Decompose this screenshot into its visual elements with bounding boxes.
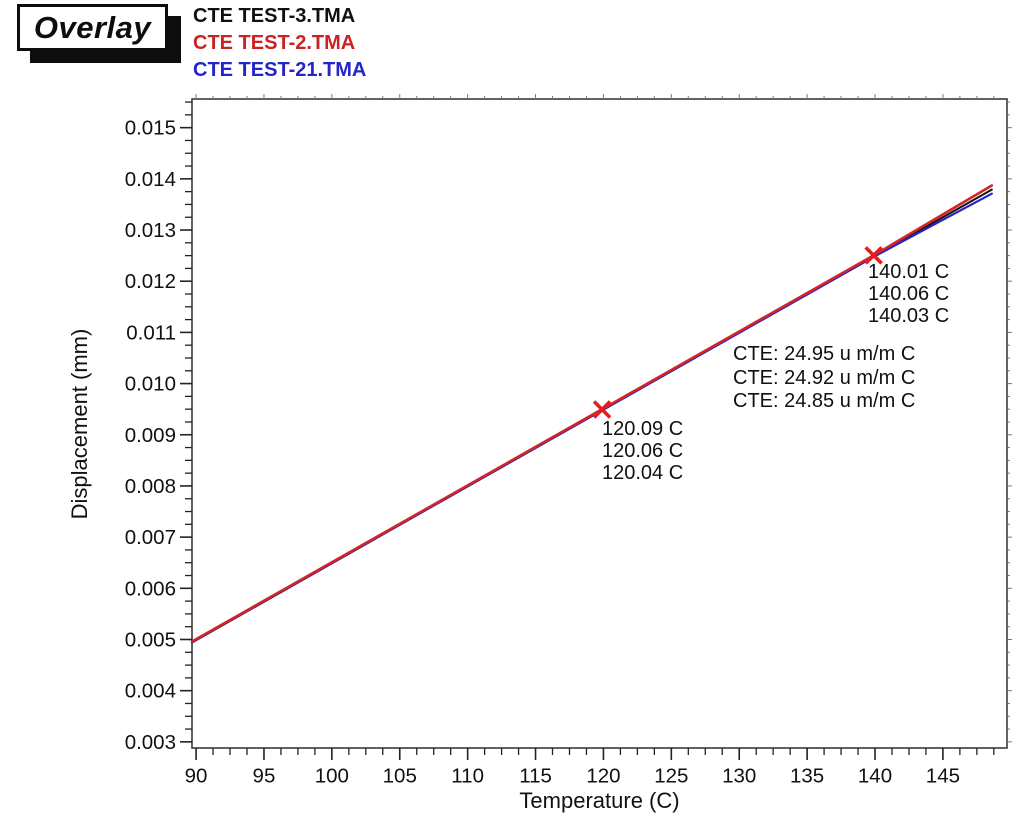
x-tick-label: 90 <box>185 764 208 787</box>
x-tick-label: 125 <box>654 764 688 787</box>
annotation-line: CTE: 24.92 u m/m C <box>733 366 916 389</box>
x-tick-label: 145 <box>926 764 960 787</box>
overlay-title-badge: Overlay <box>17 4 168 51</box>
y-tick-label: 0.010 <box>125 373 176 396</box>
x-tick-label: 140 <box>858 764 892 787</box>
annotation-cte-values: CTE: 24.95 u m/m C CTE: 24.92 u m/m C CT… <box>733 343 915 414</box>
file-legend: CTE TEST-3.TMA CTE TEST-2.TMA CTE TEST-2… <box>193 3 366 84</box>
annotation-line: 120.04 C <box>602 462 684 484</box>
annotation-line: 120.09 C <box>602 418 684 440</box>
annotation-line: 140.01 C <box>868 261 950 283</box>
overlay-title: Overlay <box>33 9 152 45</box>
annotation-line: 140.03 C <box>868 305 950 327</box>
annotation-line: 140.06 C <box>868 283 950 305</box>
annotation-line: 120.06 C <box>602 440 684 462</box>
x-tick-label: 115 <box>519 764 552 787</box>
y-tick-label: 0.015 <box>125 117 176 140</box>
y-tick-label: 0.013 <box>125 219 176 242</box>
y-tick-label: 0.005 <box>125 628 176 651</box>
x-tick-label: 110 <box>451 764 484 787</box>
x-axis-title: Temperature (C) <box>519 788 680 813</box>
plot-border <box>191 98 1008 749</box>
x-tick-label: 105 <box>383 764 417 787</box>
y-tick-label: 0.006 <box>125 577 176 600</box>
x-tick-label: 100 <box>315 764 349 787</box>
annotation-lower-temperatures: 120.09 C 120.06 C 120.04 C <box>602 418 683 484</box>
legend-item-file-3: CTE TEST-21.TMA <box>193 59 367 81</box>
y-tick-label: 0.011 <box>126 321 176 344</box>
marker-x <box>592 400 612 419</box>
legend-item-file-2: CTE TEST-2.TMA <box>193 32 356 54</box>
y-tick-label: 0.009 <box>125 424 176 447</box>
x-tick-label: 135 <box>790 764 824 787</box>
annotation-line: CTE: 24.85 u m/m C <box>733 390 916 412</box>
y-axis-title: Displacement (mm) <box>67 328 92 520</box>
y-tick-label: 0.012 <box>125 270 176 293</box>
y-tick-label: 0.007 <box>125 526 176 549</box>
marker-x <box>864 246 883 265</box>
x-tick-label: 120 <box>586 764 620 787</box>
x-tick-label: 95 <box>253 764 276 787</box>
legend-item-file-1: CTE TEST-3.TMA <box>193 5 356 27</box>
y-tick-label: 0.008 <box>125 475 176 498</box>
annotation-line: CTE: 24.95 u m/m C <box>733 343 916 365</box>
annotation-upper-temperatures: 140.01 C 140.06 C 140.03 C <box>868 261 949 327</box>
y-tick-label: 0.004 <box>125 680 176 703</box>
y-tick-label: 0.003 <box>125 731 176 754</box>
y-tick-label: 0.014 <box>125 168 176 191</box>
x-tick-label: 130 <box>722 764 756 787</box>
